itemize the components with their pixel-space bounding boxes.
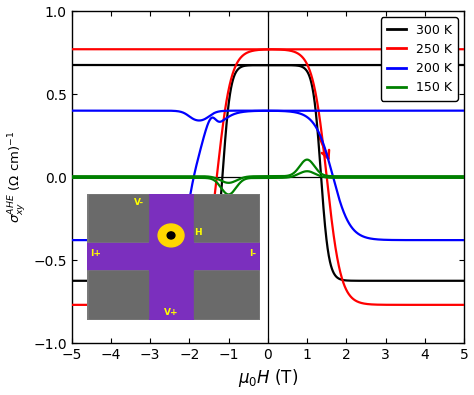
Y-axis label: $\sigma_{xy}^{AHE}$ $(\Omega$ cm$)^{-1}$: $\sigma_{xy}^{AHE}$ $(\Omega$ cm$)^{-1}$ — [6, 131, 27, 223]
X-axis label: $\mu_0H$ (T): $\mu_0H$ (T) — [238, 367, 298, 389]
Legend: 300 K, 250 K, 200 K, 150 K: 300 K, 250 K, 200 K, 150 K — [381, 17, 458, 101]
